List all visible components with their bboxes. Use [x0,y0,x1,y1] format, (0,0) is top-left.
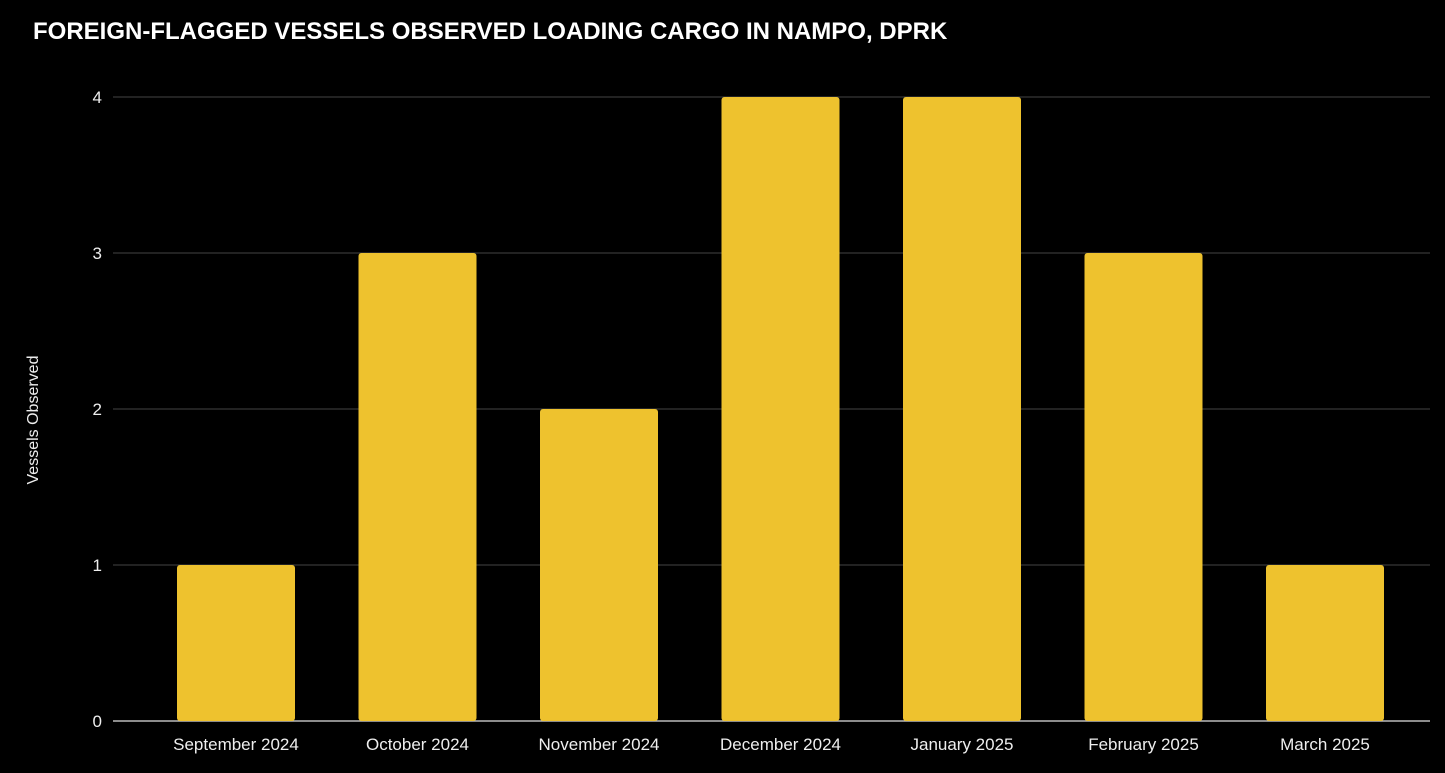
chart-title: FOREIGN-FLAGGED VESSELS OBSERVED LOADING… [33,18,948,45]
x-tick-label: December 2024 [720,735,841,754]
bar-january-2025 [903,97,1021,721]
bar-december-2024 [721,97,840,721]
x-tick-label: October 2024 [366,735,469,754]
y-tick-label: 3 [93,244,102,263]
y-tick-label: 4 [93,88,102,107]
bar-november-2024 [540,409,658,721]
bar-march-2025 [1266,565,1384,721]
bar-february-2025 [1084,253,1203,721]
y-tick-label: 2 [93,400,102,419]
bar-september-2024 [177,565,295,721]
y-tick-label: 0 [93,712,102,731]
x-tick-label: February 2025 [1088,735,1199,754]
x-tick-label: January 2025 [910,735,1013,754]
x-tick-label: March 2025 [1280,735,1370,754]
x-tick-label: September 2024 [173,735,299,754]
x-tick-label: November 2024 [539,735,660,754]
bar-october-2024 [358,253,477,721]
y-tick-label: 1 [93,556,102,575]
